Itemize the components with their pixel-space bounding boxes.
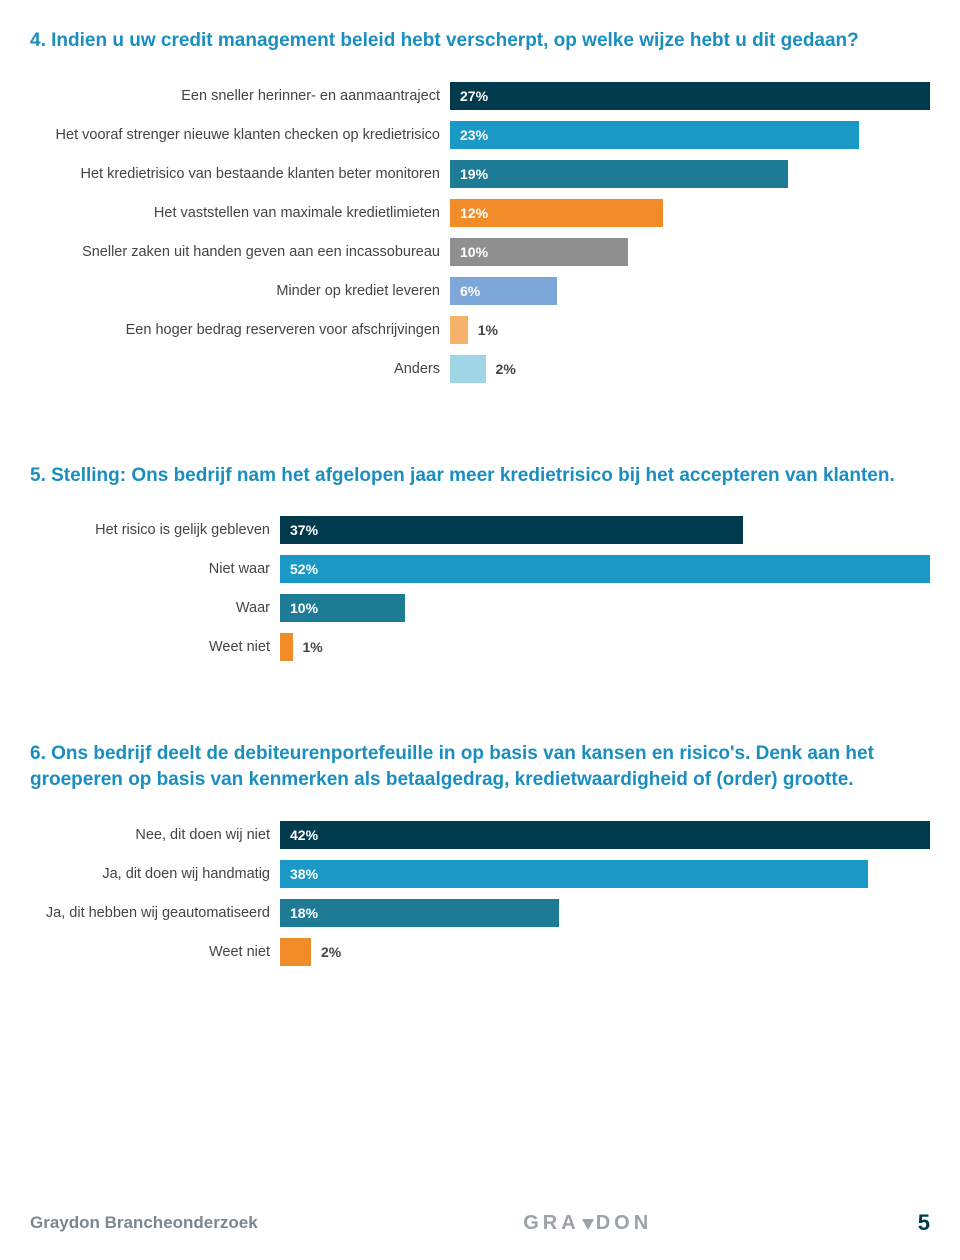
- q4-row: Een hoger bedrag reserveren voor afschri…: [30, 316, 930, 344]
- q5-row: Het risico is gelijk gebleven37%: [30, 516, 930, 544]
- q4-bar: 19%: [450, 160, 788, 188]
- q4-value: 6%: [450, 283, 480, 299]
- q5-value: 37%: [280, 522, 318, 538]
- q6-row: Nee, dit doen wij niet42%: [30, 821, 930, 849]
- q5-chart: Het risico is gelijk gebleven37% Niet waa…: [30, 516, 930, 661]
- q4-value: 27%: [450, 88, 488, 104]
- q4-bar-track: 2%: [450, 355, 930, 383]
- q4-title: 4. Indien u uw credit management beleid …: [30, 28, 930, 54]
- q4-label: Anders: [30, 361, 450, 377]
- q5-bar-track: 37%: [280, 516, 930, 544]
- q6-chart: Nee, dit doen wij niet42% Ja, dit doen wi…: [30, 821, 930, 966]
- q6-bar: [280, 938, 311, 966]
- q4-bar: 10%: [450, 238, 628, 266]
- q5-bar: [280, 633, 293, 661]
- q4-label: Het vooraf strenger nieuwe klanten check…: [30, 127, 450, 143]
- q5-label: Het risico is gelijk gebleven: [30, 522, 280, 538]
- q6-row: Ja, dit doen wij handmatig38%: [30, 860, 930, 888]
- q6-row: Ja, dit hebben wij geautomatiseerd18%: [30, 899, 930, 927]
- q6-title: 6. Ons bedrijf deelt de debiteurenportef…: [30, 741, 930, 792]
- q4-value: 1%: [468, 322, 498, 338]
- q4-value: 2%: [486, 361, 516, 377]
- logo-wedge-icon: [582, 1219, 594, 1230]
- q4-value: 19%: [450, 166, 488, 182]
- q6-bar: 42%: [280, 821, 930, 849]
- q5-value: 1%: [293, 639, 323, 655]
- q6-bar: 18%: [280, 899, 559, 927]
- q6-label: Ja, dit hebben wij geautomatiseerd: [30, 905, 280, 921]
- q5-title: 5. Stelling: Ons bedrijf nam het afgelop…: [30, 463, 930, 489]
- q4-bar: 12%: [450, 199, 663, 227]
- q4-row: Anders 2%: [30, 355, 930, 383]
- q4-row: Een sneller herinner- en aanmaantraject2…: [30, 82, 930, 110]
- q4-value: 10%: [450, 244, 488, 260]
- q4-bar: [450, 316, 468, 344]
- q6-value: 42%: [280, 827, 318, 843]
- q5-bar: 37%: [280, 516, 743, 544]
- q6-label: Nee, dit doen wij niet: [30, 827, 280, 843]
- logo-text-left: GRA: [523, 1212, 579, 1235]
- q4-bar-track: 27%: [450, 82, 930, 110]
- q5-label: Weet niet: [30, 639, 280, 655]
- q5-bar-track: 52%: [280, 555, 930, 583]
- q6-value: 2%: [311, 944, 341, 960]
- page: 4. Indien u uw credit management beleid …: [0, 0, 960, 966]
- q4-value: 12%: [450, 205, 488, 221]
- q6-bar: 38%: [280, 860, 868, 888]
- q6-value: 38%: [280, 866, 318, 882]
- q4-bar-track: 6%: [450, 277, 930, 305]
- q6-bar-track: 18%: [280, 899, 930, 927]
- q4-bar: 23%: [450, 121, 859, 149]
- q4-bar: [450, 355, 486, 383]
- q4-label: Het vaststellen van maximale kredietlimi…: [30, 205, 450, 221]
- q5-row: Weet niet 1%: [30, 633, 930, 661]
- graydon-logo: GRA DON: [523, 1212, 652, 1235]
- q6-label: Ja, dit doen wij handmatig: [30, 866, 280, 882]
- q4-label: Minder op krediet leveren: [30, 283, 450, 299]
- q6-bar-track: 42%: [280, 821, 930, 849]
- q4-bar-track: 12%: [450, 199, 930, 227]
- page-number: 5: [918, 1210, 930, 1236]
- q5-row: Niet waar52%: [30, 555, 930, 583]
- q4-label: Het kredietrisico van bestaande klanten …: [30, 166, 450, 182]
- q4-label: Een hoger bedrag reserveren voor afschri…: [30, 322, 450, 338]
- q6-bar-track: 2%: [280, 938, 930, 966]
- q4-row: Minder op krediet leveren6%: [30, 277, 930, 305]
- q5-label: Niet waar: [30, 561, 280, 577]
- logo-text-right: DON: [596, 1212, 652, 1235]
- q5-bar-track: 10%: [280, 594, 930, 622]
- q5-value: 10%: [280, 600, 318, 616]
- q5-label: Waar: [30, 600, 280, 616]
- q4-label: Een sneller herinner- en aanmaantraject: [30, 88, 450, 104]
- q4-bar: 6%: [450, 277, 557, 305]
- q5-bar: 10%: [280, 594, 405, 622]
- q4-value: 23%: [450, 127, 488, 143]
- q4-row: Sneller zaken uit handen geven aan een i…: [30, 238, 930, 266]
- q6-label: Weet niet: [30, 944, 280, 960]
- q4-row: Het kredietrisico van bestaande klanten …: [30, 160, 930, 188]
- q6-row: Weet niet 2%: [30, 938, 930, 966]
- q4-bar-track: 23%: [450, 121, 930, 149]
- q4-bar-track: 10%: [450, 238, 930, 266]
- q5-bar: 52%: [280, 555, 930, 583]
- q4-row: Het vooraf strenger nieuwe klanten check…: [30, 121, 930, 149]
- q4-bar-track: 19%: [450, 160, 930, 188]
- q5-value: 52%: [280, 561, 318, 577]
- q5-row: Waar10%: [30, 594, 930, 622]
- footer: Graydon Brancheonderzoek GRA DON 5: [0, 1210, 960, 1236]
- q4-row: Het vaststellen van maximale kredietlimi…: [30, 199, 930, 227]
- footer-left-text: Graydon Brancheonderzoek: [30, 1213, 258, 1233]
- q4-chart: Een sneller herinner- en aanmaantraject2…: [30, 82, 930, 383]
- q4-bar: 27%: [450, 82, 930, 110]
- q4-bar-track: 1%: [450, 316, 930, 344]
- q6-value: 18%: [280, 905, 318, 921]
- q4-label: Sneller zaken uit handen geven aan een i…: [30, 244, 450, 260]
- q5-bar-track: 1%: [280, 633, 930, 661]
- q6-bar-track: 38%: [280, 860, 930, 888]
